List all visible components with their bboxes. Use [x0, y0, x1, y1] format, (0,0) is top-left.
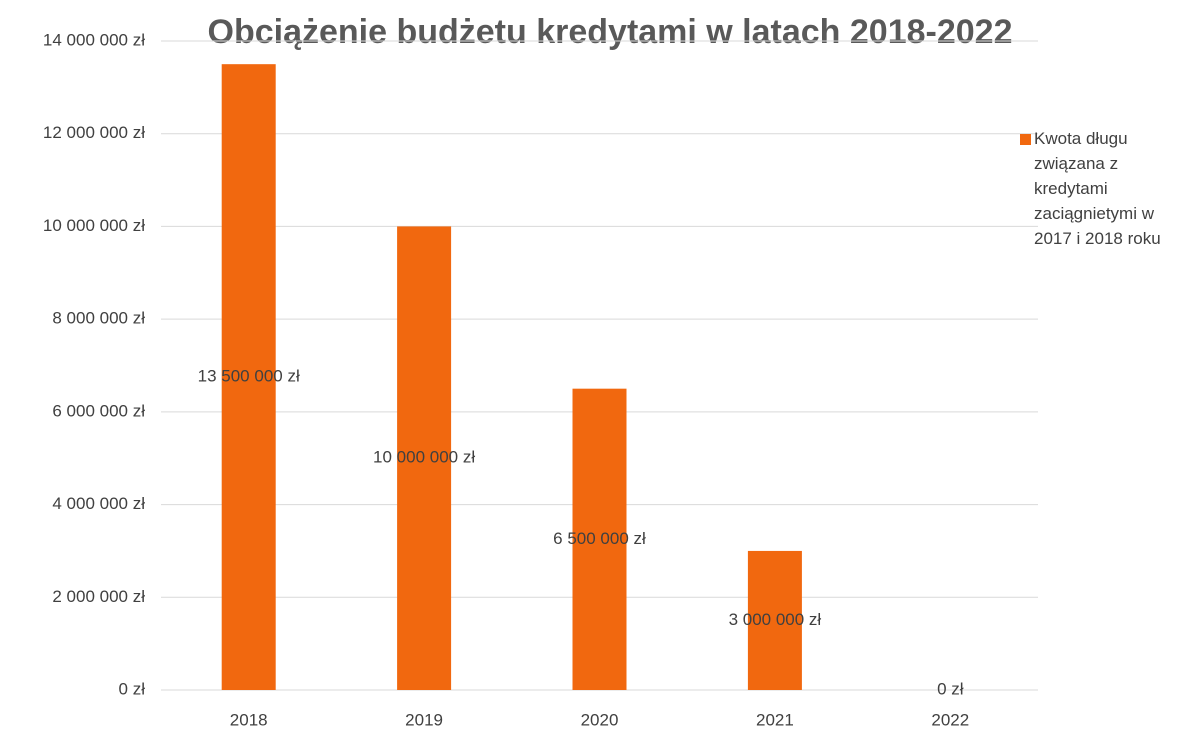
data-label: 6 500 000 zł [553, 529, 646, 548]
x-tick-label: 2020 [581, 710, 619, 729]
data-label: 0 zł [937, 679, 964, 698]
data-label: 3 000 000 zł [729, 610, 822, 629]
y-tick-label: 10 000 000 zł [43, 216, 145, 235]
data-label: 13 500 000 zł [198, 367, 300, 386]
y-tick-label: 14 000 000 zł [43, 30, 145, 49]
legend-label: Kwota długu związana z kredytami zaciągn… [1034, 129, 1161, 248]
legend-swatch [1020, 134, 1031, 145]
bar [747, 550, 802, 690]
y-tick-label: 8 000 000 zł [52, 309, 145, 328]
x-tick-label: 2018 [230, 710, 268, 729]
y-tick-label: 6 000 000 zł [52, 401, 145, 420]
x-tick-label: 2019 [405, 710, 443, 729]
bar [221, 64, 276, 690]
bar [397, 226, 452, 690]
y-tick-label: 4 000 000 zł [52, 494, 145, 513]
x-tick-label: 2022 [931, 710, 969, 729]
y-tick-label: 0 zł [119, 679, 146, 698]
data-label: 10 000 000 zł [373, 448, 475, 467]
chart-title: Obciążenie budżetu kredytami w latach 20… [208, 13, 1013, 51]
y-tick-label: 12 000 000 zł [43, 123, 145, 142]
y-tick-label: 2 000 000 zł [52, 587, 145, 606]
x-tick-label: 2021 [756, 710, 794, 729]
legend: Kwota długu związana z kredytami zaciągn… [1020, 126, 1190, 251]
bar [572, 388, 627, 690]
